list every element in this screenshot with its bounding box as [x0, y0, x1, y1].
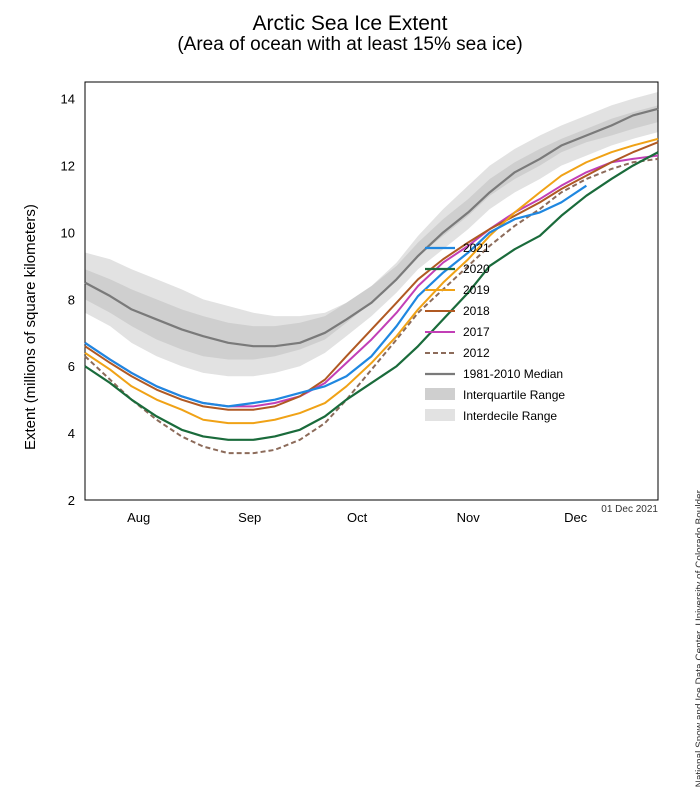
legend-label: 1981-2010 Median	[463, 367, 563, 381]
y-tick-label: 4	[68, 426, 75, 441]
x-tick-label: Nov	[457, 510, 481, 525]
x-tick-label: Sep	[238, 510, 261, 525]
legend-label: 2017	[463, 325, 490, 339]
legend: 2021 2020 2019 2018 2017 2012 1981-2010 Median…	[425, 241, 565, 423]
series-y2018	[85, 142, 658, 410]
y-tick-label: 14	[61, 92, 75, 107]
chart-container: Arctic Sea Ice Extent (Area of ocean wit…	[0, 0, 700, 560]
legend-label: 2020	[463, 262, 490, 276]
legend-label: 2018	[463, 304, 490, 318]
x-tick-label: Aug	[127, 510, 150, 525]
series-y2017	[85, 156, 658, 407]
legend-label: Interdecile Range	[463, 409, 557, 423]
legend-label: 2019	[463, 283, 490, 297]
y-tick-label: 10	[61, 225, 75, 240]
y-tick-label: 2	[68, 493, 75, 508]
legend-label: Interquartile Range	[463, 388, 565, 402]
series-y2019	[85, 139, 658, 423]
x-tick-label: Dec	[564, 510, 588, 525]
y-tick-label: 6	[68, 359, 75, 374]
legend-label: 2021	[463, 241, 490, 255]
y-tick-label: 12	[61, 159, 75, 174]
band-interquartile	[85, 105, 658, 359]
y-tick-label: 8	[68, 292, 75, 307]
x-tick-label: Oct	[347, 510, 368, 525]
chart-svg: 2 4 6 8 10 12 14 Aug Sep Oct Nov Dec 2021 2020 2019 201…	[0, 0, 700, 560]
legend-label: 2012	[463, 346, 490, 360]
